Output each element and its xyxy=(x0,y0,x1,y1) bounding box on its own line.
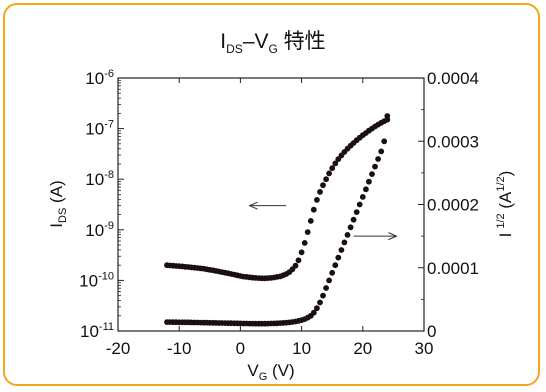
data-point xyxy=(353,209,360,216)
chart-title: IDS–VG 特性 xyxy=(220,30,325,56)
x-tick-label: 0 xyxy=(236,339,245,358)
x-tick-label: -20 xyxy=(106,339,131,358)
data-point xyxy=(329,269,336,276)
data-point xyxy=(369,171,375,178)
x-tick-label: -10 xyxy=(167,339,192,358)
data-point xyxy=(326,170,332,177)
arrow-head xyxy=(388,232,398,241)
data-point xyxy=(314,197,320,203)
data-point xyxy=(310,206,317,213)
data-point xyxy=(307,218,314,224)
arrow-head xyxy=(248,201,258,210)
series-sqrt-current xyxy=(164,113,391,327)
y-right-tick-label: 0.0004 xyxy=(427,69,479,88)
data-point xyxy=(320,292,326,299)
y-right-tick-labels: 0.0004 0.0003 0.0002 0.0001 0 xyxy=(427,69,479,341)
data-point xyxy=(310,309,317,316)
x-tick-marks xyxy=(117,78,425,331)
data-point xyxy=(295,257,302,264)
data-point xyxy=(301,240,308,246)
data-point xyxy=(326,277,332,284)
data-point xyxy=(332,262,339,269)
data-point xyxy=(378,148,385,155)
x-tick-label: 30 xyxy=(415,339,434,358)
data-point xyxy=(384,113,391,119)
y-right-tick-label: 0 xyxy=(427,322,436,341)
data-point xyxy=(298,249,305,256)
data-point xyxy=(381,138,388,145)
data-point xyxy=(323,285,329,291)
data-point xyxy=(317,189,323,195)
x-tick-label: 20 xyxy=(353,339,372,358)
data-point xyxy=(341,239,348,246)
data-point xyxy=(372,163,378,170)
data-point xyxy=(292,262,299,269)
y-right-tick-label: 0.0001 xyxy=(427,259,479,278)
data-point xyxy=(317,299,323,306)
series-arrows xyxy=(248,201,398,241)
data-point xyxy=(314,305,320,312)
data-point xyxy=(366,178,372,185)
y-left-tick-label: 10-10 xyxy=(79,270,114,290)
x-tick-labels: -20 -10 0 10 20 30 xyxy=(106,339,434,358)
y-right-tick-marks xyxy=(418,77,424,332)
data-point xyxy=(338,247,345,253)
y-left-tick-label: 10-7 xyxy=(85,119,114,139)
data-point xyxy=(304,229,311,236)
y-left-tick-label: 10-9 xyxy=(85,220,114,240)
data-point xyxy=(335,254,342,261)
y-left-tick-label: 10-8 xyxy=(85,169,114,189)
y-left-axis-label: IDS (A) xyxy=(47,180,69,227)
data-point xyxy=(344,232,351,238)
plot-frame xyxy=(117,77,425,332)
data-point xyxy=(347,224,354,231)
y-left-tick-labels: 10-6 10-7 10-8 10-9 10-10 10-11 xyxy=(79,68,114,341)
y-left-tick-label: 10-6 xyxy=(85,68,114,88)
y-right-tick-label: 0.0003 xyxy=(427,132,479,151)
x-axis-label: VG (V) xyxy=(247,361,294,383)
data-point xyxy=(350,216,357,223)
series-log-current xyxy=(164,116,391,282)
data-point xyxy=(332,160,339,167)
y-left-tick-label: 10-11 xyxy=(80,321,114,341)
data-point xyxy=(329,165,336,172)
data-point xyxy=(320,182,326,189)
data-point xyxy=(356,201,363,208)
data-point xyxy=(323,176,329,183)
y-right-tick-label: 0.0002 xyxy=(427,196,479,215)
data-point xyxy=(359,194,366,200)
data-point xyxy=(375,156,381,162)
y-left-tick-marks xyxy=(118,77,124,332)
x-tick-label: 10 xyxy=(292,339,311,358)
y-right-axis-label: I1/2 (A1/2) xyxy=(495,171,515,238)
data-point xyxy=(363,186,369,193)
